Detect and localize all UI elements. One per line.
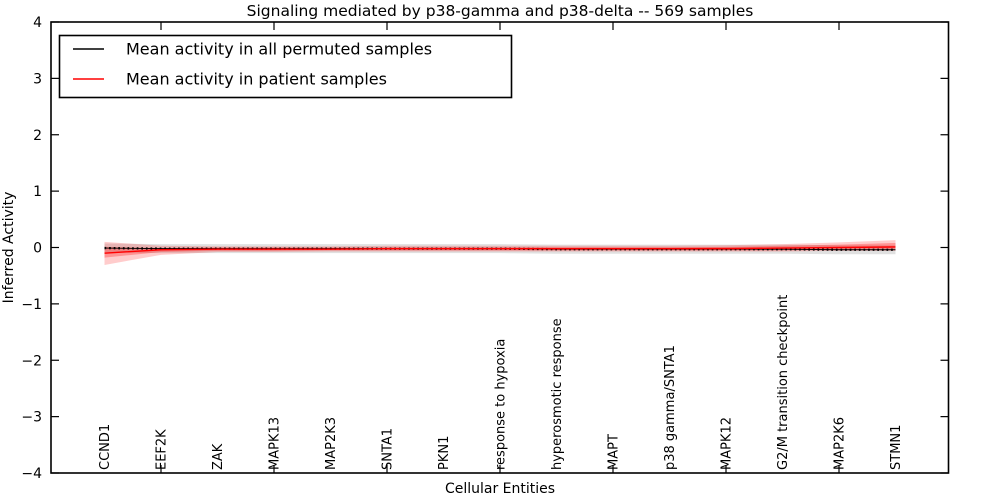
y-tick-label: −3 [21, 410, 42, 426]
y-tick-labels: 4 3 2 1 0 −1 −2 −3 −4 [21, 15, 42, 482]
legend: Mean activity in all permuted samples Me… [58, 34, 513, 99]
y-tick-label: 3 [33, 71, 42, 87]
y-tick-label: 0 [33, 241, 42, 257]
x-category-label: SNTA1 [381, 428, 396, 470]
y-tick-label: 1 [33, 184, 42, 200]
x-category-labels: CCND1 EEF2K ZAK MAPK13 MAP2K3 SNTA1 PKN1 respon… [98, 295, 904, 470]
x-category-label: MAPT [607, 434, 622, 470]
data-lines [104, 246, 896, 254]
x-category-label: response to hypoxia [494, 339, 509, 470]
legend-label-permuted: Mean activity in all permuted samples [126, 40, 432, 59]
x-category-label: EEF2K [155, 429, 170, 470]
legend-box [58, 34, 513, 99]
x-axis-label: Cellular Entities [445, 481, 555, 497]
y-tick-label: −4 [21, 466, 42, 482]
x-category-label: G2/M transition checkpoint [776, 295, 791, 470]
x-category-label: hyperosmotic response [550, 318, 565, 470]
legend-label-patient: Mean activity in patient samples [126, 70, 387, 89]
confidence-bands [104, 240, 896, 265]
x-category-label: PKN1 [437, 436, 452, 470]
patient-mean-line [104, 246, 896, 254]
x-category-label: STMN1 [889, 425, 904, 470]
x-category-label: MAP2K6 [833, 417, 848, 470]
patient-confidence-band-outer [104, 240, 896, 265]
y-tick-label: −1 [21, 297, 42, 313]
permuted-mean-markers [104, 246, 896, 251]
y-tick-label: −2 [21, 353, 42, 369]
x-category-label: MAP2K3 [324, 417, 339, 470]
y-tick-label: 2 [33, 128, 42, 144]
plot-border [50, 21, 950, 474]
x-category-label: MAPK12 [720, 417, 735, 470]
y-tick-label: 4 [33, 15, 42, 31]
x-category-label: ZAK [211, 443, 226, 470]
patient-confidence-band-inner [104, 242, 896, 258]
y-axis-label: Inferred Activity [1, 192, 17, 304]
x-category-label: MAPK13 [268, 417, 283, 470]
chart-title: Signaling mediated by p38-gamma and p38-… [247, 2, 754, 20]
x-category-label: CCND1 [98, 424, 113, 470]
x-category-label: p38 gamma/SNTA1 [663, 345, 678, 470]
